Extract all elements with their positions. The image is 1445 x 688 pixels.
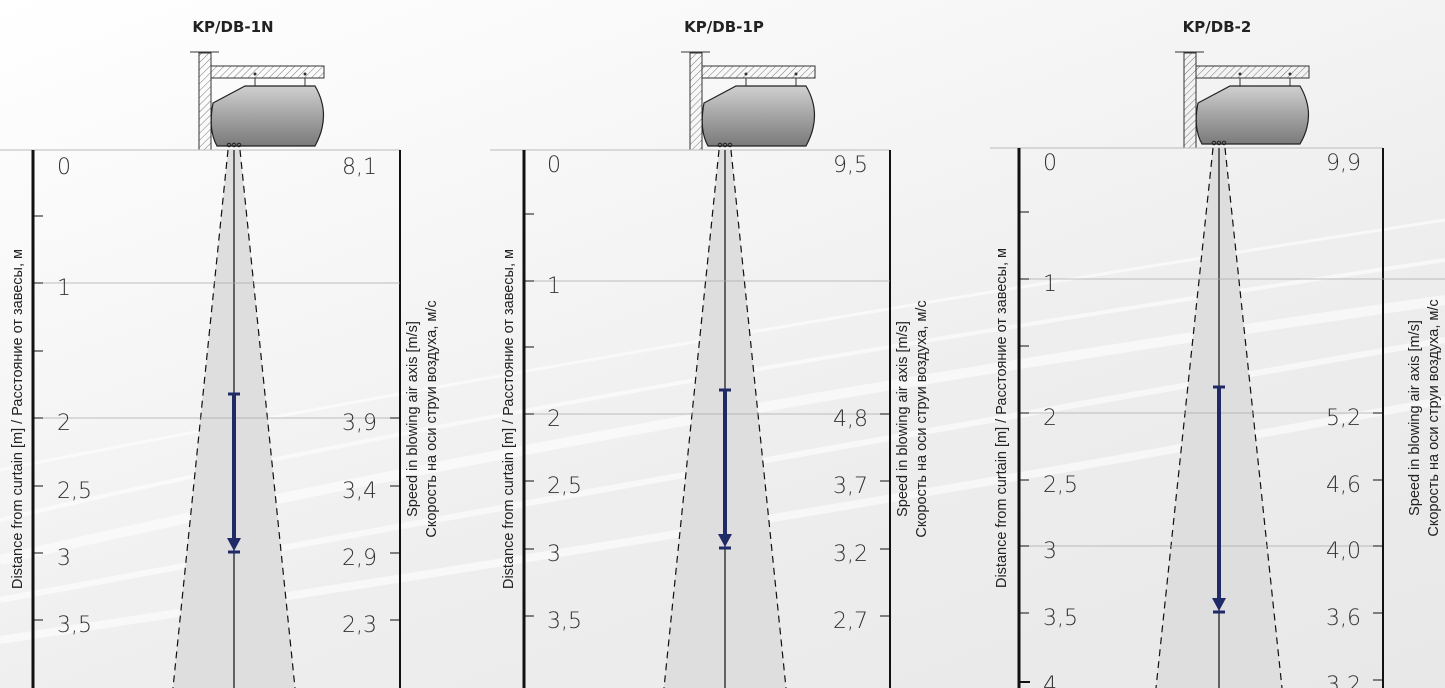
distance-tick: 3,5 — [1043, 606, 1078, 631]
speed-axis-label-ru: Скорость на оси струи воздуха, м/с — [1426, 299, 1442, 536]
jet-edge-left — [1155, 147, 1214, 688]
speed-axis-label-ru: Скорость на оси струи воздуха, м/с — [914, 300, 930, 537]
throw-range-arrow — [227, 392, 241, 554]
panel-kp-db-1p: KP/DB-1P — [490, 18, 930, 688]
panel-title: KP/DB-1N — [192, 18, 273, 36]
jet-edge-right — [239, 149, 296, 688]
distance-tick: 3,5 — [57, 613, 92, 638]
distance-tick: 0 — [57, 155, 71, 180]
air-curtain-unit-icon — [1175, 51, 1310, 149]
distance-tick: 1 — [57, 276, 71, 301]
distance-tick: 2,5 — [57, 479, 92, 504]
speed-tick: 2,7 — [833, 609, 868, 634]
speed-tick: 4,0 — [1326, 539, 1361, 564]
jet-edge-left — [172, 149, 229, 688]
distance-tick: 2 — [57, 411, 71, 436]
speed-tick: 4,8 — [833, 407, 868, 432]
distance-tick: 0 — [547, 153, 561, 178]
speed-tick: 9,5 — [833, 153, 868, 178]
speed-tick: 2,3 — [342, 613, 377, 638]
throw-range-arrow — [718, 388, 732, 550]
speed-axis-label-en: Speed in blowing air axis [m/s] — [405, 321, 421, 517]
distance-tick: 3 — [547, 542, 561, 567]
air-curtain-unit-icon — [190, 51, 325, 151]
distance-tick: 3 — [1043, 539, 1057, 564]
panel-kp-db-2: KP/DB-2 — [990, 18, 1445, 688]
jet-edge-left — [663, 149, 720, 688]
distance-tick: 3 — [57, 546, 71, 571]
throw-range-arrow — [1212, 385, 1226, 614]
distance-tick: 4 — [1043, 673, 1057, 688]
speed-tick: 3,2 — [833, 542, 868, 567]
speed-axis-label-en: Speed in blowing air axis [m/s] — [1407, 320, 1423, 516]
distance-tick: 0 — [1043, 151, 1057, 176]
distance-tick: 2,5 — [1043, 473, 1078, 498]
distance-axis-label: Distance from curtain [m] / Расстояние о… — [994, 248, 1010, 588]
distance-tick: 1 — [1043, 272, 1057, 297]
distance-tick: 2 — [1043, 406, 1057, 431]
distance-tick: 3,5 — [547, 609, 582, 634]
speed-tick: 5,2 — [1326, 406, 1361, 431]
panel-kp-db-1n: KP/DB-1N — [0, 18, 440, 688]
jet-edge-right — [1224, 147, 1283, 688]
panel-title: KP/DB-2 — [1183, 18, 1252, 36]
air-curtain-unit-icon — [681, 51, 816, 151]
distance-tick: 2 — [547, 407, 561, 432]
speed-tick: 9,9 — [1326, 151, 1361, 176]
panel-title: KP/DB-1P — [684, 18, 764, 36]
speed-axis-label-en: Speed in blowing air axis [m/s] — [895, 321, 911, 517]
distance-tick: 1 — [547, 274, 561, 299]
speed-tick: 3,4 — [342, 479, 377, 504]
speed-tick: 3,9 — [342, 411, 377, 436]
distance-axis-label: Distance from curtain [m] / Расстояние о… — [10, 249, 26, 589]
speed-axis-label-ru: Скорость на оси струи воздуха, м/с — [424, 300, 440, 537]
speed-tick: 2,9 — [342, 546, 377, 571]
speed-tick: 3,6 — [1326, 606, 1361, 631]
jet-edge-right — [730, 149, 787, 688]
speed-tick: 4,6 — [1326, 473, 1361, 498]
speed-tick: 3,7 — [833, 474, 868, 499]
distance-tick: 2,5 — [547, 474, 582, 499]
speed-tick: 3,2 — [1326, 673, 1361, 688]
distance-axis-label: Distance from curtain [m] / Расстояние о… — [501, 249, 517, 589]
speed-tick: 8,1 — [342, 155, 377, 180]
